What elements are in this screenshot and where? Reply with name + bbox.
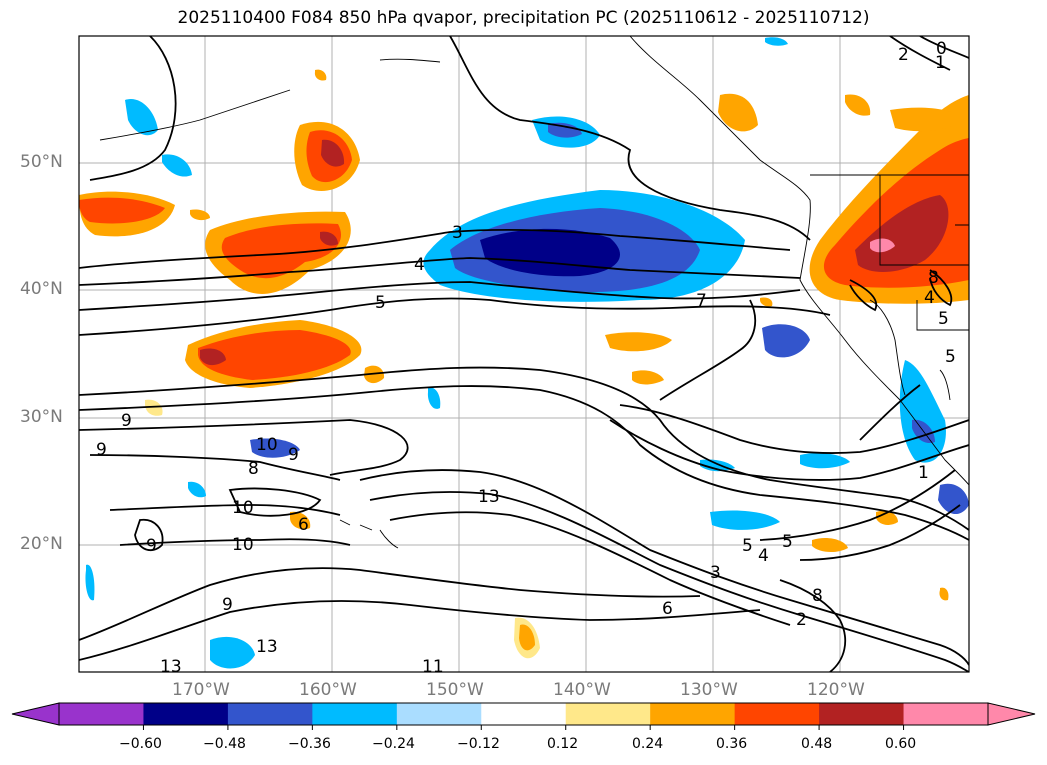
colorbar-segment <box>565 703 651 725</box>
contour-label: 1 <box>935 53 946 73</box>
qvapor-contours <box>79 36 969 672</box>
colorbar-tick-label: −0.12 <box>457 736 500 752</box>
plot-frame <box>78 35 970 673</box>
contour-label: 11 <box>422 657 444 677</box>
contour-label: 3 <box>452 223 463 243</box>
colorbar-segment <box>819 703 905 725</box>
colorbar-tick-label: −0.36 <box>288 736 331 752</box>
colorbar-tick-label: 0.60 <box>885 736 917 752</box>
contour-label: 6 <box>298 515 309 535</box>
contour-label: 9 <box>96 440 107 460</box>
colorbar-tick-label: 0.36 <box>716 736 748 752</box>
colorbar-segment <box>227 703 313 725</box>
colorbar-tick-label: 0.24 <box>632 736 664 752</box>
colorbar-segment <box>734 703 820 725</box>
lat-label-30n: 30°N <box>20 407 63 427</box>
contour-label: 10 <box>232 535 254 555</box>
contour-label: 5 <box>782 532 793 552</box>
contour-label: 2 <box>796 610 807 630</box>
lon-label-120w: 120°W <box>807 680 865 700</box>
colorbar-tick-label: −0.60 <box>119 736 162 752</box>
colorbar-segment <box>903 703 989 725</box>
colorbar-tick-label: −0.24 <box>372 736 415 752</box>
lat-label-50n: 50°N <box>20 152 63 172</box>
colorbar <box>11 702 1036 730</box>
contour-label: 9 <box>288 445 299 465</box>
contour-label: 13 <box>256 637 278 657</box>
contour-label: 5 <box>742 536 753 556</box>
lon-label-170w: 170°W <box>172 680 230 700</box>
contour-label: 5 <box>945 347 956 367</box>
contour-label: 8 <box>248 459 259 479</box>
lon-label-160w: 160°W <box>299 680 357 700</box>
contour-label: 1 <box>918 463 929 483</box>
colorbar-segment <box>59 703 144 725</box>
contour-label: 10 <box>256 435 278 455</box>
colorbar-segment <box>143 703 229 725</box>
coastlines <box>99 36 969 549</box>
contour-label: 7 <box>696 291 707 311</box>
colorbar-tick-label: 0.48 <box>801 736 833 752</box>
contour-label: 8 <box>812 586 823 606</box>
positive-precip-fills <box>79 69 969 659</box>
contour-label: 13 <box>478 487 500 507</box>
colorbar-tick-label: 0.12 <box>547 736 579 752</box>
contour-label: 4 <box>924 288 935 308</box>
lon-label-150w: 150°W <box>426 680 484 700</box>
lon-label-140w: 140°W <box>553 680 611 700</box>
contour-label: 9 <box>222 595 233 615</box>
contour-label: 4 <box>414 255 425 275</box>
colorbar-segment <box>481 703 567 725</box>
lat-label-40n: 40°N <box>20 279 63 299</box>
contour-label: 8 <box>928 268 939 288</box>
contour-label: 9 <box>146 536 157 556</box>
colorbar-under-arrow <box>11 702 60 726</box>
contour-label: 3 <box>710 563 721 583</box>
contour-label: 13 <box>160 657 182 677</box>
colorbar-over-arrow <box>987 702 1036 726</box>
contour-label: 2 <box>898 45 909 65</box>
contour-label: 4 <box>758 546 769 566</box>
lat-label-20n: 20°N <box>20 534 63 554</box>
contour-label: 5 <box>375 293 386 313</box>
lon-label-130w: 130°W <box>680 680 738 700</box>
colorbar-tick-label: −0.48 <box>203 736 246 752</box>
contour-label: 10 <box>232 498 254 518</box>
colorbar-segment <box>312 703 398 725</box>
contour-label: 6 <box>662 599 673 619</box>
map-title: 2025110400 F084 850 hPa qvapor, precipit… <box>177 8 870 28</box>
negative-precip-fills <box>85 37 969 669</box>
contour-label: 0 <box>936 39 947 59</box>
colorbar-segment <box>650 703 736 725</box>
contour-label: 9 <box>121 411 132 431</box>
colorbar-segment <box>396 703 482 725</box>
contour-label: 5 <box>938 309 949 329</box>
